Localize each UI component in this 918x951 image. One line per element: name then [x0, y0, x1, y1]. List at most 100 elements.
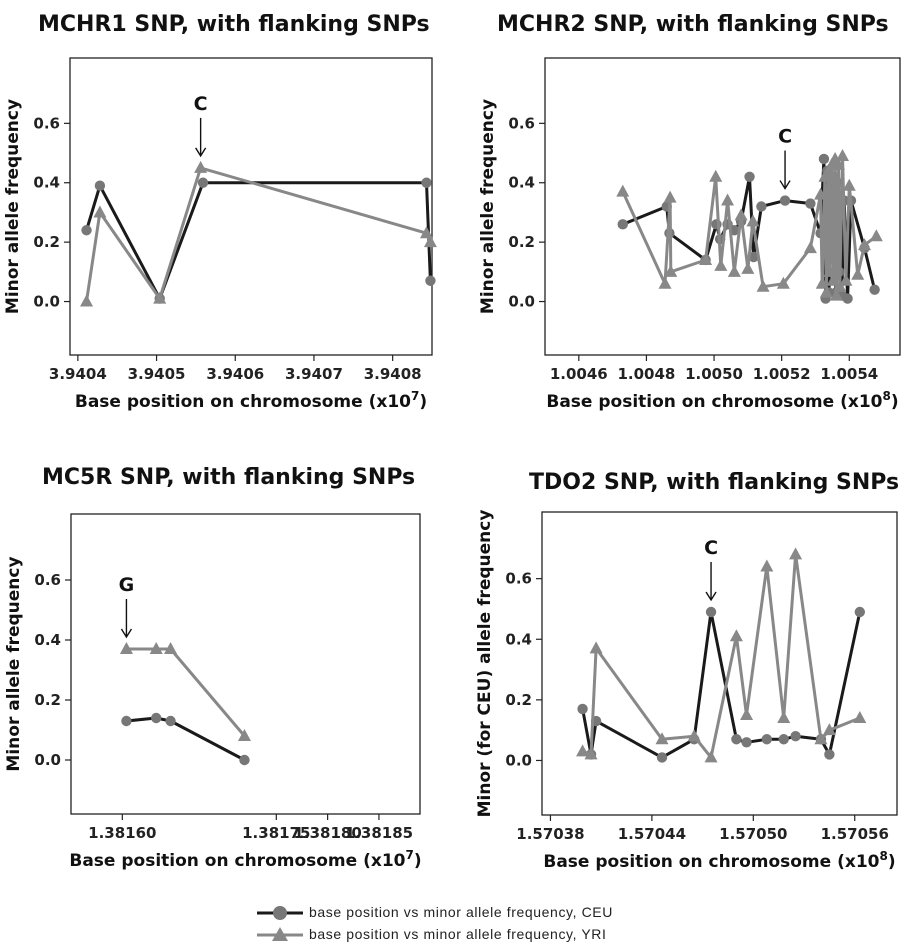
x-axis-label-exponent: 8: [880, 849, 888, 863]
y-axis-label: Minor (for CEU) allele frequency: [475, 510, 495, 818]
x-axis-label-text: Base position on chromosome (x10: [75, 392, 411, 412]
y-tick-label: 0.2: [505, 691, 532, 709]
data-point-yri: [831, 157, 845, 170]
data-point-ceu: [824, 749, 835, 760]
y-axis-label: Minor allele frequency: [4, 556, 24, 771]
data-point-yri: [663, 190, 677, 203]
x-tick-label: 1.38180: [293, 824, 361, 842]
chart-panel-mchr2: MCHR2 SNP, with flanking SNPs 1.0046 1.004…: [459, 0, 918, 430]
x-tick-label: 1.0054: [820, 365, 878, 383]
data-point-yri: [658, 276, 672, 289]
data-point-yri: [153, 291, 167, 304]
plot-frame: [70, 513, 421, 815]
annotation-arrowhead: [705, 591, 717, 602]
data-point-ceu: [741, 737, 752, 748]
chart-title: MCHR2 SNP, with flanking SNPs: [497, 12, 889, 37]
data-point-yri: [740, 708, 754, 721]
data-point-ceu: [150, 712, 162, 724]
data-point-yri: [576, 744, 590, 757]
data-point-yri: [869, 229, 883, 242]
data-point-yri: [664, 264, 678, 277]
y-tick-label: 0.6: [505, 570, 532, 588]
data-point-yri: [826, 273, 840, 286]
x-axis-label-text: Base position on chromosome (x10: [546, 392, 882, 412]
data-point-yri: [655, 732, 669, 745]
y-tick-label: 0.4: [505, 630, 532, 648]
x-axis-label: Base position on chromosome (x107): [75, 389, 427, 412]
chart-title: MCHR1 SNP, with flanking SNPs: [38, 12, 430, 37]
data-point-yri: [741, 261, 755, 274]
data-point-ceu: [842, 293, 853, 304]
x-tick-label: 1.0052: [753, 365, 811, 383]
data-point-ceu: [778, 734, 789, 745]
data-point-yri: [823, 264, 837, 277]
data-point-yri: [760, 559, 774, 572]
chart-svg: 1.57038 1.57044 1.57050 1.57056 0.0 0.2 0.4 0.6…: [475, 510, 898, 872]
data-point-yri: [164, 642, 178, 654]
data-point-ceu: [744, 171, 755, 182]
series-line-yri: [582, 552, 861, 759]
annotation-allele-label: G: [119, 574, 135, 596]
annotation-allele-label: C: [194, 93, 208, 115]
chart-panel-mc5r: MC5R SNP, with flanking SNPs 1.38160 1.381…: [0, 455, 459, 895]
data-point-ceu: [818, 153, 830, 165]
data-point-ceu: [425, 275, 436, 286]
x-tick-label: 1.0050: [685, 365, 743, 383]
data-point-yri: [803, 241, 817, 254]
data-point-ceu: [121, 715, 132, 727]
x-tick-label: 1.38160: [88, 824, 156, 842]
data-point-yri: [819, 285, 833, 298]
data-point-ceu: [761, 734, 773, 745]
chart-title: TDO2 SNP, with flanking SNPs: [529, 470, 900, 495]
x-tick-label: 1.0048: [617, 365, 675, 383]
x-axis-label: Base position on chromosome (x108): [546, 389, 898, 412]
data-point-yri: [687, 729, 701, 742]
x-axis-label-text: Base position on chromosome (x10: [543, 852, 879, 872]
data-point-yri: [756, 279, 770, 292]
annotation-allele-label: C: [778, 126, 792, 148]
x-tick-label: 3.9406: [206, 365, 264, 383]
x-tick-label: 3.9404: [49, 365, 107, 383]
series-line-yri: [85, 166, 432, 302]
data-point-yri: [721, 193, 735, 206]
data-point-yri: [149, 642, 163, 654]
plot-frame: [544, 57, 901, 356]
series-line-ceu: [126, 716, 246, 762]
y-tick-label: 0.4: [33, 174, 60, 192]
annotation-arrowhead: [779, 180, 791, 190]
data-point-ceu: [577, 703, 588, 715]
y-tick-label: 0.2: [508, 233, 535, 251]
data-point-yri: [858, 238, 871, 251]
x-axis-label-close: ): [891, 392, 899, 412]
x-axis-label-close: ): [888, 852, 896, 872]
x-tick-label: 1.38175: [242, 824, 310, 842]
x-axis-label-text: Base position on chromosome (x10: [69, 851, 405, 871]
data-point-yri: [714, 258, 728, 271]
data-point-ceu: [756, 201, 767, 212]
data-point-yri: [423, 235, 437, 248]
x-tick-label: 3.9405: [128, 365, 186, 383]
data-point-ceu: [731, 734, 742, 745]
data-point-yri: [709, 169, 723, 182]
data-point-yri: [814, 187, 828, 200]
data-point-yri: [729, 629, 743, 642]
data-point-yri: [822, 723, 836, 736]
y-tick-label: 0.4: [508, 174, 535, 192]
y-tick-label: 0.0: [34, 751, 61, 769]
data-point-ceu: [779, 195, 791, 206]
data-point-ceu: [197, 177, 209, 188]
x-tick-label: 1.38185: [345, 824, 413, 842]
legend-swatch-ceu: [257, 906, 303, 920]
x-tick-label: 1.57044: [618, 825, 686, 843]
data-point-yri: [93, 205, 107, 218]
legend-label-ceu: base position vs minor allele frequency,…: [309, 904, 613, 920]
data-point-ceu: [81, 225, 92, 236]
data-point-yri: [237, 729, 251, 741]
chart-svg: 3.9404 3.9405 3.9406 3.9407 3.9408 0.0 0.2 0.4 0…: [3, 57, 437, 412]
data-point-ceu: [705, 606, 717, 618]
data-point-yri: [734, 208, 748, 221]
data-point-ceu: [805, 198, 816, 209]
annotation-allele-label: C: [704, 537, 718, 559]
x-tick-label: 3.9407: [285, 365, 343, 383]
